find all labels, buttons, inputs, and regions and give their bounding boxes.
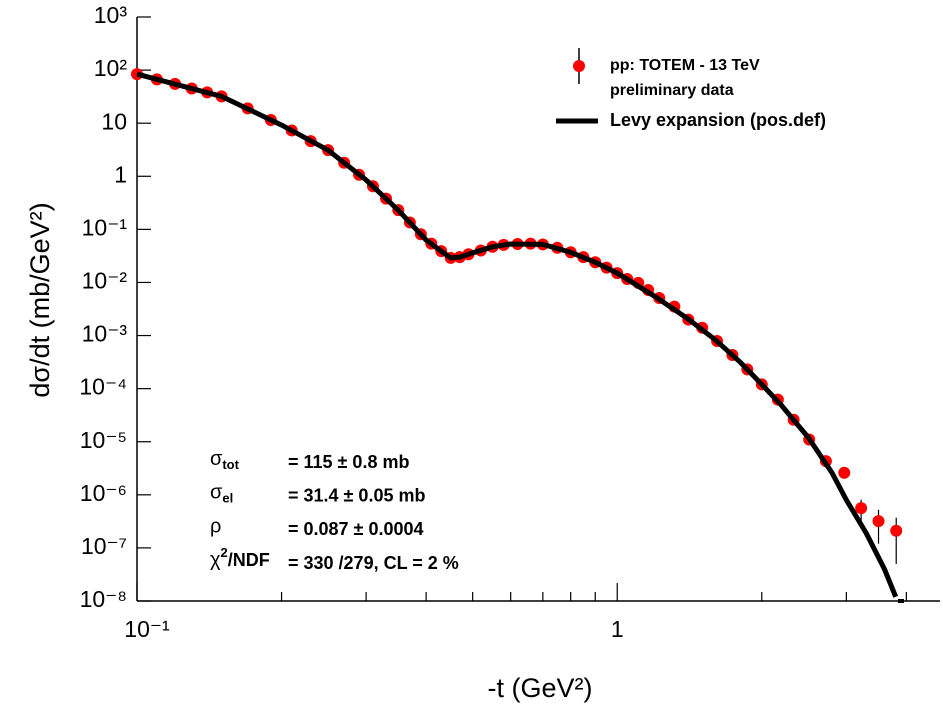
annotation-superscript: 2 [221,546,228,561]
x-tick-label: 1 [611,616,624,642]
legend-marker [573,60,585,72]
legend-label: pp: TOTEM - 13 TeV [610,57,760,74]
x-axis-label: -t (GeV²) [488,673,593,703]
y-tick-label: 10⁻⁴ [79,374,127,400]
annotation-symbol: σtot [210,448,240,472]
y-tick-label: 10⁻⁸ [80,586,127,612]
annotation-symbol-char: σ [210,482,223,504]
y-tick-label: 10⁻⁷ [81,533,127,559]
fit-line [136,71,899,598]
data-point [872,515,885,528]
data-point [838,466,851,479]
data-point [890,524,903,537]
annotation-rest: /NDF [228,550,270,570]
legend-label: Levy expansion (pos.def) [610,110,826,130]
data-point [855,502,868,515]
annotation-symbol: σel [210,482,233,506]
x-tick-label: 10⁻¹ [124,616,170,642]
y-tick-label: 10⁻⁵ [80,427,127,453]
annotation-subscript: el [222,491,233,506]
axis-end-marker [898,599,904,603]
y-tick-label: 10⁻² [82,268,128,294]
annotation-text: = 330 /279, CL = 2 % [288,553,459,573]
annotation-symbol-char: ρ [210,516,221,538]
annotation-text: = 115 ± 0.8 mb [288,452,409,472]
annotation-symbol: ρ [210,516,221,538]
y-tick-label: 10⁻³ [82,321,128,347]
legend-label: preliminary data [610,82,734,99]
annotation-symbol-char: χ [210,549,221,571]
annotation-subscript: tot [222,457,239,472]
y-tick-label: 1 [114,161,127,187]
y-tick-label: 10 [101,108,127,134]
annotation-text: = 0.087 ± 0.0004 [288,519,424,539]
y-tick-label: 10⁻⁶ [80,480,127,506]
annotation-symbol: χ2/NDF [210,546,270,572]
y-axis-label: dσ/dt (mb/GeV²) [25,202,55,397]
y-tick-label: 10² [94,55,128,81]
annotation-text: = 31.4 ± 0.05 mb [288,485,425,505]
annotation-symbol-char: σ [210,448,223,470]
y-tick-label: 10³ [94,2,128,28]
y-tick-label: 10⁻¹ [82,214,128,240]
